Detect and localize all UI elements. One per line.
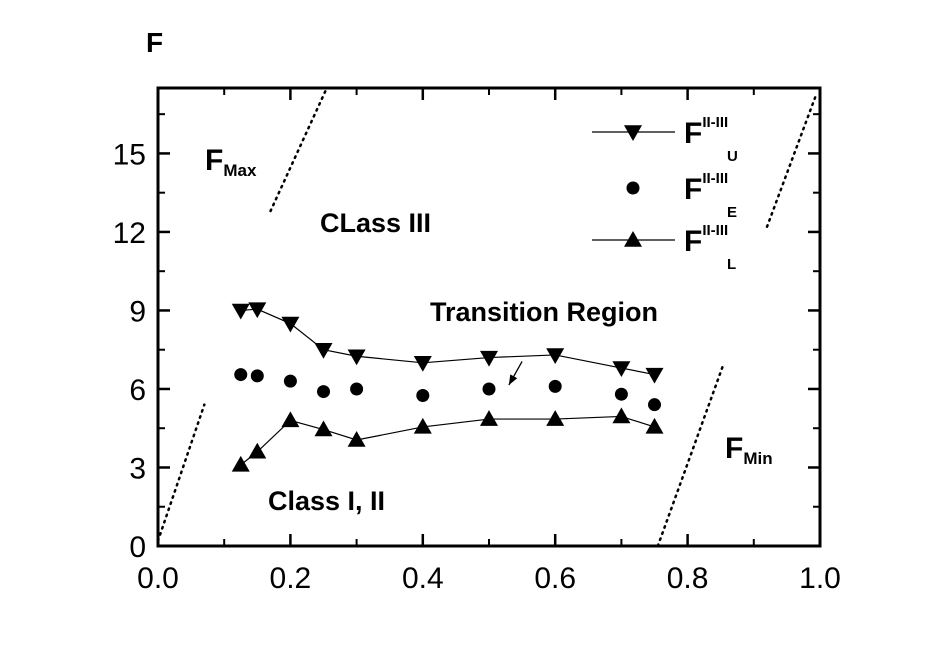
- series-line-upper: [240, 308, 655, 376]
- data-point-estimated: [416, 389, 430, 403]
- y-tick-label: 12: [113, 217, 146, 250]
- data-point-estimated: [250, 369, 264, 383]
- data-point-lower: [645, 417, 664, 434]
- data-point-upper: [248, 302, 267, 319]
- legend-label-main: F: [684, 117, 702, 150]
- legend-label-sup: II-III: [702, 114, 728, 131]
- annotation-fmax-sub: Max: [223, 161, 257, 180]
- x-tick-label: 0.0: [137, 562, 179, 595]
- x-tick-label: 0.2: [270, 562, 312, 595]
- y-tick-label: 9: [129, 295, 146, 328]
- reference-line-f-min-1: [765, 91, 818, 228]
- data-point-estimated: [548, 379, 562, 393]
- legend-marker-estimated: [626, 181, 640, 195]
- y-tick-label: 15: [113, 138, 146, 171]
- annotation-class-3: CLass III: [320, 208, 431, 238]
- y-tick-label: 6: [129, 374, 146, 407]
- annotation-fmin-sub: Min: [743, 449, 772, 468]
- data-point-upper: [314, 342, 333, 359]
- data-point-upper: [413, 356, 432, 372]
- data-point-upper: [281, 316, 300, 333]
- annotation-fmax: FMax: [205, 144, 257, 180]
- series-line-lower: [240, 415, 655, 466]
- data-point-estimated: [234, 368, 248, 382]
- reference-lines: [156, 86, 818, 548]
- annotation-class-1-2: Class I, II: [268, 486, 385, 516]
- annotation-fmax-main: F: [205, 144, 223, 177]
- y-tick-label: 0: [129, 531, 146, 564]
- x-tick-label: 0.4: [402, 562, 444, 595]
- data-point-upper: [546, 348, 565, 364]
- legend-label-sub: U: [727, 148, 738, 165]
- data-point-lower: [281, 411, 300, 428]
- data-point-lower: [480, 410, 498, 426]
- data-point-upper: [480, 350, 498, 367]
- x-tick-label: 0.8: [667, 562, 709, 595]
- transition-arrow-head: [508, 374, 518, 386]
- legend-label-sub: L: [727, 256, 736, 273]
- data-point-estimated: [317, 385, 330, 399]
- data-point-upper: [347, 349, 366, 366]
- legend-label-upper: FII-III U: [684, 114, 738, 165]
- data-point-estimated: [283, 374, 297, 388]
- data-point-lower: [231, 455, 250, 472]
- data-point-upper: [645, 367, 664, 384]
- series-markers: [231, 302, 664, 472]
- reference-line-f-max-0: [156, 403, 206, 543]
- data-point-upper: [231, 303, 250, 320]
- data-point-upper: [612, 361, 631, 378]
- legend-label-sup: II-III: [702, 222, 728, 239]
- legend-label-lower: FII-III L: [684, 222, 736, 273]
- x-tick-label: 1.0: [799, 562, 841, 595]
- reference-line-f-max-1: [269, 86, 329, 213]
- data-point-lower: [413, 417, 432, 434]
- x-tick-label: 0.6: [534, 562, 576, 595]
- legend-label-main: F: [684, 173, 702, 206]
- legend-label-sup: II-III: [702, 170, 728, 187]
- y-axis-label: F: [146, 27, 163, 58]
- annotation-fmin: FMin: [725, 432, 773, 468]
- transition-arrow: [508, 361, 523, 386]
- data-point-lower: [248, 442, 267, 459]
- legend-label-main: F: [684, 225, 702, 258]
- legend-label-sub: E: [727, 204, 737, 221]
- data-point-estimated: [350, 382, 364, 396]
- legend-marker-lower: [624, 231, 642, 247]
- legend-marker-upper: [624, 125, 642, 141]
- axis-ticks: [156, 88, 822, 548]
- tick-labels: 0.0 0.2 0.4 0.6 0.8 1.0 0 3 6 9 12 15: [113, 138, 841, 595]
- data-point-estimated: [648, 398, 661, 412]
- data-point-estimated: [482, 382, 496, 396]
- legend-label-estimated: FII-III E: [684, 170, 737, 221]
- data-point-lower: [612, 407, 631, 424]
- data-point-lower: [314, 420, 333, 437]
- annotation-transition-region: Transition Region: [430, 297, 658, 327]
- reference-line-f-min-0: [656, 361, 726, 548]
- data-point-lower: [546, 410, 565, 426]
- y-tick-label: 3: [129, 452, 146, 485]
- data-point-estimated: [614, 387, 628, 401]
- data-point-lower: [347, 431, 366, 447]
- annotation-fmin-main: F: [725, 432, 743, 465]
- series-lines: [240, 308, 655, 466]
